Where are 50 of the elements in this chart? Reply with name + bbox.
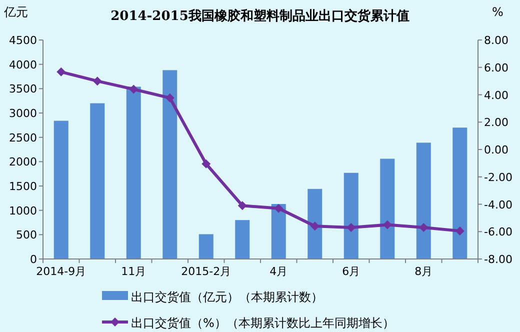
point bbox=[202, 159, 211, 168]
x-tick-label: 11月 bbox=[121, 265, 146, 278]
point bbox=[238, 201, 247, 210]
y-tick-label: 1000 bbox=[9, 204, 37, 218]
y2-tick-label: 2.00 bbox=[484, 116, 508, 130]
x-tick-label: 8月 bbox=[414, 265, 433, 278]
y-tick-label: 3000 bbox=[9, 107, 37, 120]
y2-tick-label: -4.00 bbox=[484, 198, 512, 212]
point bbox=[56, 67, 66, 76]
bar bbox=[90, 103, 105, 259]
bar bbox=[416, 142, 431, 259]
x-tick-label: 6月 bbox=[342, 265, 360, 278]
y-tick-label: 0 bbox=[30, 253, 37, 266]
x-tick-label: 2015-2月 bbox=[181, 265, 232, 278]
legend-label: 出口交货值（亿元）（本期累计数） bbox=[131, 290, 323, 304]
point bbox=[92, 76, 102, 86]
bar bbox=[452, 128, 468, 259]
point bbox=[129, 84, 138, 94]
y-tick-label: 4500 bbox=[9, 34, 37, 47]
bar bbox=[308, 188, 322, 259]
x-tick-label: 2014-9月 bbox=[36, 265, 86, 278]
bar bbox=[344, 172, 358, 259]
bar bbox=[380, 158, 395, 259]
y-tick-label: 3500 bbox=[9, 82, 37, 96]
bar bbox=[162, 70, 178, 259]
x-tick-label: 4月 bbox=[270, 265, 288, 278]
bar bbox=[54, 120, 68, 259]
y2-tick-label: 8.00 bbox=[484, 34, 508, 47]
point bbox=[310, 222, 320, 231]
y-tick-label: 2000 bbox=[9, 156, 37, 169]
y2-tick-label: -2.00 bbox=[484, 170, 512, 184]
y-tick-label: 2500 bbox=[9, 131, 37, 144]
y2-tick-label: 0.00 bbox=[484, 144, 508, 156]
point bbox=[274, 204, 284, 213]
y-tick-label: 4000 bbox=[9, 58, 37, 72]
bar bbox=[271, 204, 286, 259]
y2-tick-label: -6.00 bbox=[484, 226, 512, 239]
point bbox=[165, 93, 174, 102]
bar bbox=[235, 220, 250, 259]
y-tick-label: 1500 bbox=[9, 180, 37, 193]
legend-label: 出口交货值（%）（本期累计数比上年同期增长） bbox=[131, 316, 394, 330]
y-axis-title: 亿元 bbox=[3, 5, 28, 19]
y2-axis-title: % bbox=[492, 5, 504, 19]
y2-tick-label: 6.00 bbox=[484, 61, 508, 74]
y2-tick-label: -8.00 bbox=[484, 253, 512, 266]
y2-tick-label: 4.00 bbox=[484, 88, 508, 102]
bar bbox=[126, 86, 141, 259]
chart-title: 2014-2015我国橡胶和塑料制品业出口交货累计值 bbox=[110, 8, 410, 24]
bar bbox=[198, 234, 214, 259]
y-tick-label: 500 bbox=[16, 228, 37, 242]
